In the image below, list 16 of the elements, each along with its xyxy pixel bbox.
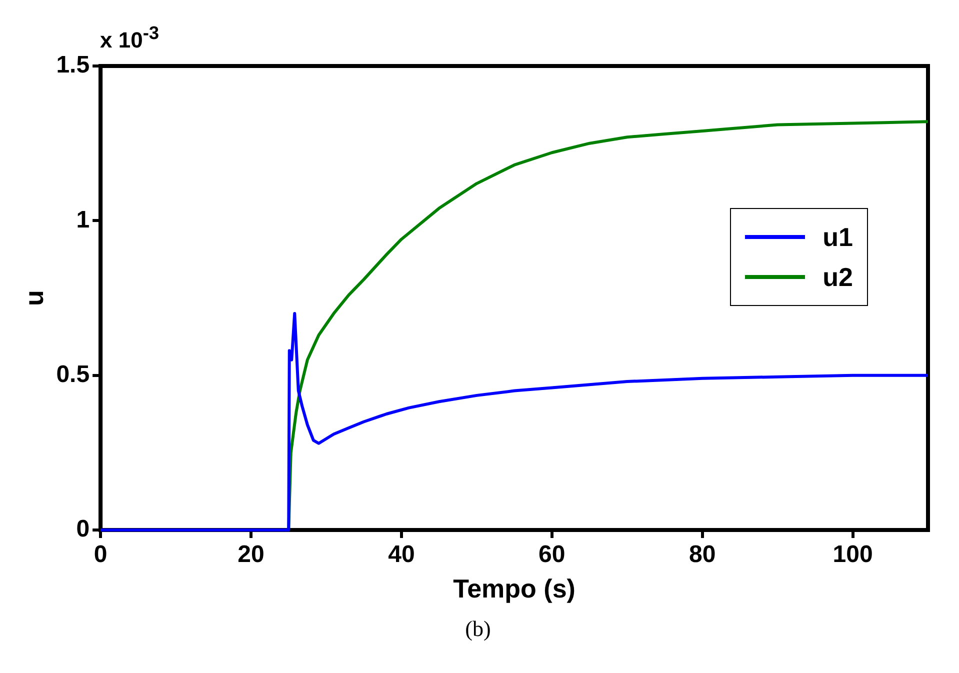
x-tick-label: 40 — [388, 541, 415, 568]
text: (b) — [464, 616, 492, 642]
y-tick-label: 1 — [76, 206, 90, 234]
text: x 10$^{-3}$ — [100, 22, 160, 54]
legend-label: u1 — [822, 221, 853, 254]
x-tick-label: 80 — [688, 541, 716, 568]
x-tick-label: 0 — [94, 541, 108, 568]
y-axis-title: u — [18, 290, 49, 306]
x-axis-title: Tempo (s) — [453, 574, 576, 604]
y-tick-label: 1.5 — [56, 52, 90, 79]
x-tick-label: 20 — [238, 541, 264, 568]
x-tick-label: 100 — [832, 541, 873, 568]
x-tick-label: 60 — [538, 541, 566, 568]
legend-label: u2 — [822, 261, 853, 294]
y-tick-label: 0 — [76, 516, 90, 543]
y-tick-label: 0.5 — [56, 360, 90, 388]
